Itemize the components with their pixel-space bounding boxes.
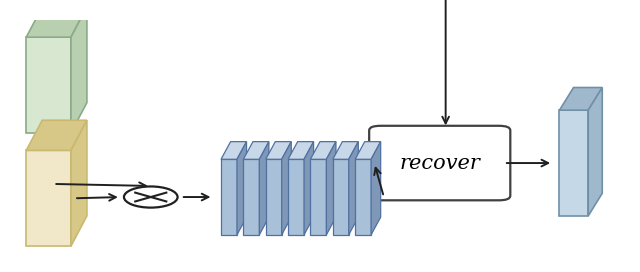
Polygon shape (259, 142, 269, 235)
Polygon shape (333, 142, 358, 159)
Polygon shape (371, 142, 381, 235)
Polygon shape (559, 110, 588, 216)
Polygon shape (333, 159, 349, 235)
Circle shape (124, 187, 177, 208)
Polygon shape (71, 7, 87, 133)
Polygon shape (26, 7, 87, 37)
Polygon shape (310, 142, 336, 159)
Polygon shape (26, 120, 87, 150)
Polygon shape (221, 159, 237, 235)
Polygon shape (266, 159, 282, 235)
Polygon shape (243, 159, 259, 235)
Polygon shape (288, 159, 304, 235)
FancyBboxPatch shape (369, 126, 510, 200)
Polygon shape (282, 142, 291, 235)
Polygon shape (288, 142, 314, 159)
Polygon shape (349, 142, 358, 235)
Polygon shape (304, 142, 314, 235)
Polygon shape (326, 142, 336, 235)
Polygon shape (26, 37, 71, 133)
Polygon shape (355, 159, 371, 235)
Polygon shape (221, 142, 246, 159)
Polygon shape (266, 142, 291, 159)
Polygon shape (310, 159, 326, 235)
Polygon shape (355, 142, 381, 159)
Polygon shape (243, 142, 269, 159)
Polygon shape (588, 88, 602, 216)
Polygon shape (26, 150, 71, 246)
Text: recover: recover (399, 154, 480, 172)
Polygon shape (237, 142, 246, 235)
Polygon shape (71, 120, 87, 246)
Polygon shape (559, 88, 602, 110)
